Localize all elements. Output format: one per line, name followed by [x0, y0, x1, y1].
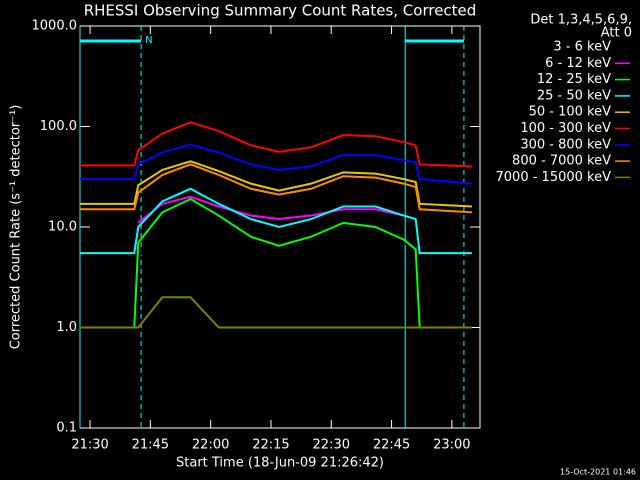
- x-tick-label: 22:30: [313, 438, 350, 453]
- series-line: [80, 187, 472, 255]
- legend-label: 3 - 6 keV: [553, 40, 611, 55]
- y-tick-label: 100.0: [40, 119, 77, 134]
- series-line: [80, 163, 473, 214]
- x-tick-label: 22:00: [192, 438, 229, 453]
- chart-title: RHESSI Observing Summary Count Rates, Co…: [84, 2, 477, 20]
- legend-header: Att 0: [601, 26, 632, 41]
- timestamp: 15-Oct-2021 01:46: [560, 468, 636, 477]
- x-tick-label: 21:45: [132, 438, 169, 453]
- y-tick-label: 0.1: [56, 421, 77, 436]
- night-label: N: [145, 35, 152, 46]
- y-tick-label: 10.0: [48, 220, 77, 235]
- legend-label: 800 - 7000 keV: [512, 154, 611, 169]
- legend-label: 25 - 50 keV: [537, 88, 611, 103]
- legend-header: Det 1,3,4,5,6,9,: [530, 13, 632, 28]
- y-tick-label: 1.0: [56, 320, 77, 335]
- legend-label: 100 - 300 keV: [520, 121, 611, 136]
- y-tick-label: 1000.0: [32, 19, 78, 34]
- legend-label: 12 - 25 keV: [537, 72, 611, 87]
- x-tick-label: 22:15: [252, 438, 289, 453]
- series-line: [80, 121, 473, 168]
- x-tick-label: 23:00: [433, 438, 470, 453]
- series-line: [80, 160, 473, 208]
- x-axis-label: Start Time (18-Jun-09 21:26:42): [176, 456, 384, 471]
- x-tick-label: 21:30: [71, 438, 108, 453]
- y-axis-label: Corrected Count Rate (s⁻¹ detector⁻¹): [9, 105, 24, 350]
- legend-label: 300 - 800 keV: [520, 137, 611, 152]
- series-line: [80, 296, 472, 329]
- series-line: [137, 208, 417, 258]
- x-tick-label: 22:45: [373, 438, 410, 453]
- series-line: [80, 197, 472, 329]
- series-line: [137, 195, 416, 224]
- series-line: [80, 143, 473, 185]
- legend-label: 7000 - 15000 keV: [496, 170, 612, 185]
- legend-label: 6 - 12 keV: [545, 56, 611, 71]
- legend-label: 50 - 100 keV: [529, 105, 612, 120]
